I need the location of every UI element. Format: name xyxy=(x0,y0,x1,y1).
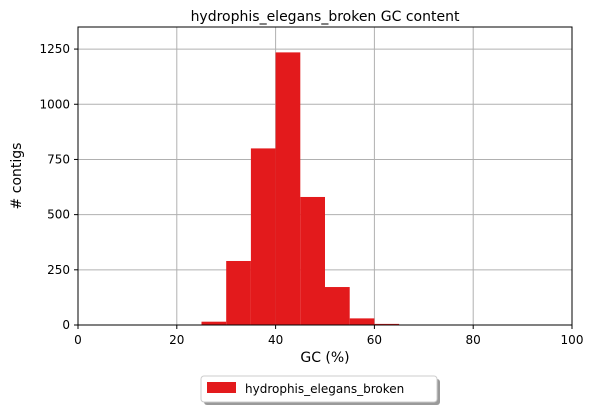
y-axis-ticks: 0 250 500 750 1000 1250 xyxy=(39,42,78,332)
y-tick-label: 0 xyxy=(62,318,70,332)
histogram-bar xyxy=(325,287,350,325)
histogram-bar xyxy=(226,260,251,325)
histogram-bar xyxy=(201,321,227,325)
histogram-bar xyxy=(349,318,375,325)
legend[interactable]: hydrophis_elegans_broken xyxy=(200,375,440,405)
y-tick-label: 250 xyxy=(47,263,70,277)
x-tick-label: 20 xyxy=(169,333,184,347)
y-tick-label: 1000 xyxy=(39,97,70,111)
y-axis-label: # contigs xyxy=(9,143,25,210)
y-tick-label: 1250 xyxy=(39,42,70,56)
chart-title: hydrophis_elegans_broken GC content xyxy=(191,9,460,25)
histogram-bar xyxy=(250,148,276,325)
x-tick-label: 40 xyxy=(268,333,283,347)
plot-frame xyxy=(77,26,573,326)
x-tick-label: 60 xyxy=(367,333,382,347)
legend-box xyxy=(200,375,438,403)
legend-label: hydrophis_elegans_broken xyxy=(245,382,404,396)
y-tick-label: 500 xyxy=(47,208,70,222)
x-tick-label: 80 xyxy=(466,333,481,347)
histogram-bar xyxy=(300,196,325,325)
legend-swatch xyxy=(207,382,236,393)
x-axis-ticks: 0 20 40 60 80 100 xyxy=(74,325,583,347)
histogram-bar xyxy=(374,323,400,325)
x-tick-label: 0 xyxy=(74,333,82,347)
histogram-bar xyxy=(275,52,301,325)
histogram-bars xyxy=(201,52,400,325)
x-tick-label: 100 xyxy=(561,333,584,347)
x-axis-label: GC (%) xyxy=(300,350,349,366)
y-tick-label: 750 xyxy=(47,152,70,166)
